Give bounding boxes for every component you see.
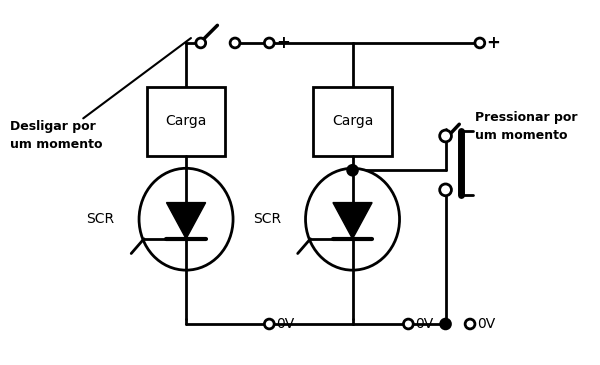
Text: 0V: 0V	[415, 317, 433, 331]
Bar	[147, 87, 225, 155]
Text: 0V: 0V	[477, 317, 495, 331]
Polygon shape	[166, 203, 206, 239]
Text: Desligar por
um momento: Desligar por um momento	[10, 120, 102, 151]
Circle shape	[440, 130, 451, 142]
Circle shape	[265, 319, 274, 329]
Circle shape	[403, 319, 413, 329]
Circle shape	[440, 184, 451, 196]
Circle shape	[440, 319, 451, 329]
Circle shape	[465, 319, 475, 329]
Polygon shape	[333, 203, 372, 239]
Circle shape	[265, 38, 274, 48]
Text: SCR: SCR	[86, 212, 115, 226]
Text: Carga: Carga	[166, 114, 207, 128]
Text: +: +	[276, 34, 290, 52]
Ellipse shape	[139, 168, 233, 270]
Circle shape	[230, 38, 240, 48]
Ellipse shape	[305, 168, 400, 270]
Bar	[313, 87, 392, 155]
Text: 0V: 0V	[276, 317, 295, 331]
Text: Pressionar por
um momento: Pressionar por um momento	[475, 111, 577, 142]
Circle shape	[196, 38, 206, 48]
Circle shape	[475, 38, 485, 48]
Circle shape	[347, 165, 358, 175]
Text: Carga: Carga	[332, 114, 373, 128]
Text: SCR: SCR	[253, 212, 281, 226]
Text: +: +	[487, 34, 500, 52]
